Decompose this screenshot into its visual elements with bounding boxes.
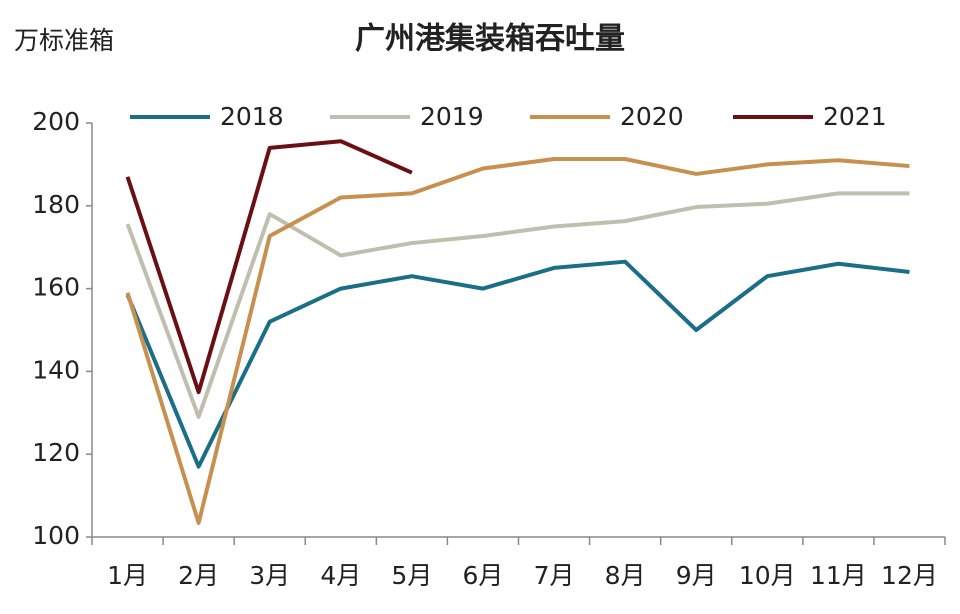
x-tick-label: 7月 [534, 561, 575, 590]
x-tick-label: 3月 [249, 561, 290, 590]
x-tick-label: 9月 [676, 561, 717, 590]
legend-label: 2019 [420, 102, 484, 131]
series-line [125, 157, 910, 525]
chart-title: 广州港集装箱吞吐量 [355, 22, 625, 57]
x-tick-label: 1月 [107, 561, 148, 590]
y-tick-label: 140 [32, 355, 80, 384]
legend-label: 2020 [620, 102, 684, 131]
x-tick-label: 6月 [463, 561, 504, 590]
x-tick-label: 12月 [881, 561, 938, 590]
series-line [125, 259, 910, 469]
y-tick-label: 160 [32, 273, 80, 302]
x-tick-label: 11月 [810, 561, 867, 590]
legend-label: 2018 [220, 102, 284, 131]
y-tick-label: 180 [32, 190, 80, 219]
y-tick-label: 200 [32, 107, 80, 136]
series-line [125, 191, 910, 419]
series-line [125, 139, 413, 395]
legend-label: 2021 [823, 102, 887, 131]
x-tick-label: 10月 [739, 561, 796, 590]
x-tick-label: 4月 [320, 561, 361, 590]
y-tick-label: 120 [32, 438, 80, 467]
y-tick-label: 100 [32, 521, 80, 550]
y-axis-label: 万标准箱 [14, 26, 114, 55]
x-tick-label: 8月 [605, 561, 646, 590]
x-tick-label: 5月 [391, 561, 432, 590]
x-tick-label: 2月 [178, 561, 219, 590]
